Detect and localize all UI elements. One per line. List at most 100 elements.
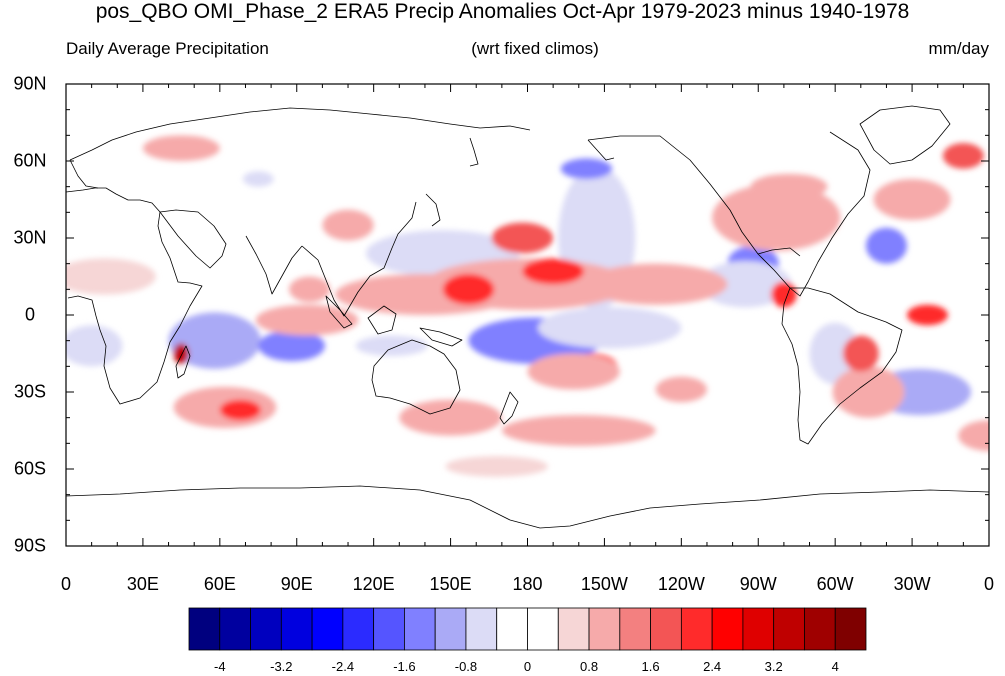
coastline-borneo (367, 305, 397, 335)
anomaly-region (289, 276, 331, 303)
page-title: pos_QBO OMI_Phase_2 ERA5 Precip Anomalie… (95, 0, 910, 23)
anomaly-region (501, 415, 656, 446)
anomaly-region (445, 456, 549, 477)
colorbar-swatch (804, 607, 836, 651)
latitude-label: 30N (13, 227, 47, 248)
colorbar-swatch (219, 607, 251, 651)
longitude-label: 90W (739, 574, 777, 594)
coastline-europe-west (69, 159, 99, 189)
colorbar-swatch (465, 607, 498, 651)
latitude-label: 90S (13, 535, 47, 556)
longitude-label: 60E (203, 574, 236, 594)
colorbar-swatch (742, 607, 775, 651)
center-subtitle: (wrt fixed climos) (471, 39, 599, 58)
colorbar-swatch (834, 607, 867, 651)
longitude-label: 30W (893, 574, 931, 594)
coastline-arabia (159, 209, 227, 269)
colorbar-swatch (496, 607, 528, 651)
anomaly-region (522, 258, 584, 285)
anomaly-region (560, 158, 613, 179)
colorbar-swatch (373, 607, 405, 651)
longitude-label: 30E (126, 574, 159, 594)
coastline-antarctica (66, 485, 989, 529)
anomaly-region (168, 312, 261, 369)
colorbar-swatch (342, 607, 375, 651)
anomaly-layer (66, 135, 989, 477)
longitude-label: 90E (280, 574, 313, 594)
colorbar-swatch (557, 607, 590, 651)
longitude-label: 180 (512, 574, 543, 594)
anomaly-region (655, 376, 707, 403)
anomaly-region (219, 399, 261, 421)
anomaly-region (958, 420, 989, 452)
coastline-australia (371, 339, 461, 415)
longitude-label: 0 (983, 574, 995, 594)
anomaly-region (173, 343, 190, 364)
anomaly-region (242, 171, 274, 187)
colorbar-swatch (404, 607, 436, 651)
colorbar-swatch (250, 607, 282, 651)
longitude-label: 60W (816, 574, 854, 594)
coastline-sumatra (325, 295, 353, 329)
anomaly-region (750, 173, 828, 200)
coastlines (66, 105, 989, 529)
anomaly-region (255, 304, 359, 336)
longitude-label: 150W (580, 574, 628, 594)
coastline-africa (66, 187, 203, 405)
colorbar-label: -4 (213, 659, 226, 674)
anomaly-region (527, 353, 620, 390)
anomaly-region (873, 178, 951, 221)
anomaly-region (809, 322, 861, 385)
colorbar-swatch (311, 607, 344, 651)
coastline-alaska (587, 139, 615, 161)
coastline-madagascar (175, 345, 191, 379)
anomaly-region (942, 143, 984, 169)
coastline-gulf-of-mexico (757, 247, 801, 257)
colorbar (188, 607, 867, 651)
longitude-label: 120W (657, 574, 705, 594)
anomaly-region (355, 335, 428, 357)
colorbar-swatch (188, 607, 221, 651)
colorbar-swatch (711, 607, 744, 651)
anomaly-region (712, 184, 841, 251)
latitude-label: 60S (13, 458, 47, 479)
longitude-label: 0 (60, 574, 72, 594)
anomaly-region (842, 335, 879, 372)
colorbar-label: 1.6 (641, 659, 660, 674)
colorbar-swatch (773, 607, 805, 651)
coastline-new-zealand (499, 391, 519, 425)
anomaly-region (906, 304, 948, 326)
colorbar-label: 3.2 (764, 659, 783, 674)
anomaly-region (66, 258, 156, 295)
colorbar-label: -1.6 (393, 659, 416, 674)
longitude-label: 150E (429, 574, 472, 594)
coastline-southeast-asia (301, 201, 417, 317)
latitude-label: 60N (13, 150, 47, 171)
coastline-south-america (781, 287, 903, 445)
anomaly-region (142, 135, 220, 162)
colorbar-swatch (680, 607, 713, 651)
axis-ticks (65, 83, 990, 547)
colorbar-swatch (588, 607, 621, 651)
anomaly-region (322, 209, 374, 241)
colorbar-label: 2.4 (703, 659, 722, 674)
anomaly-region (832, 366, 905, 418)
colorbar-label: -3.2 (270, 659, 293, 674)
latitude-label: 90N (13, 73, 47, 94)
latitude-label: 0 (24, 304, 35, 325)
left-subtitle: Daily Average Precipitation (66, 39, 269, 58)
colorbar-swatch (527, 607, 559, 651)
anomaly-region (66, 325, 123, 367)
coastline-eurasia-north (69, 107, 531, 161)
anomaly-region (399, 399, 502, 436)
colorbar-label: -2.4 (331, 659, 355, 674)
longitude-label: 120E (352, 574, 395, 594)
coastline-japan (425, 193, 441, 227)
anomaly-region (442, 273, 495, 305)
anomaly-region (258, 330, 325, 362)
colorbar-label: -0.8 (454, 659, 478, 674)
colorbar-swatch (619, 607, 651, 651)
coastline-new-guinea (419, 327, 463, 347)
colorbar-swatch (280, 607, 313, 651)
